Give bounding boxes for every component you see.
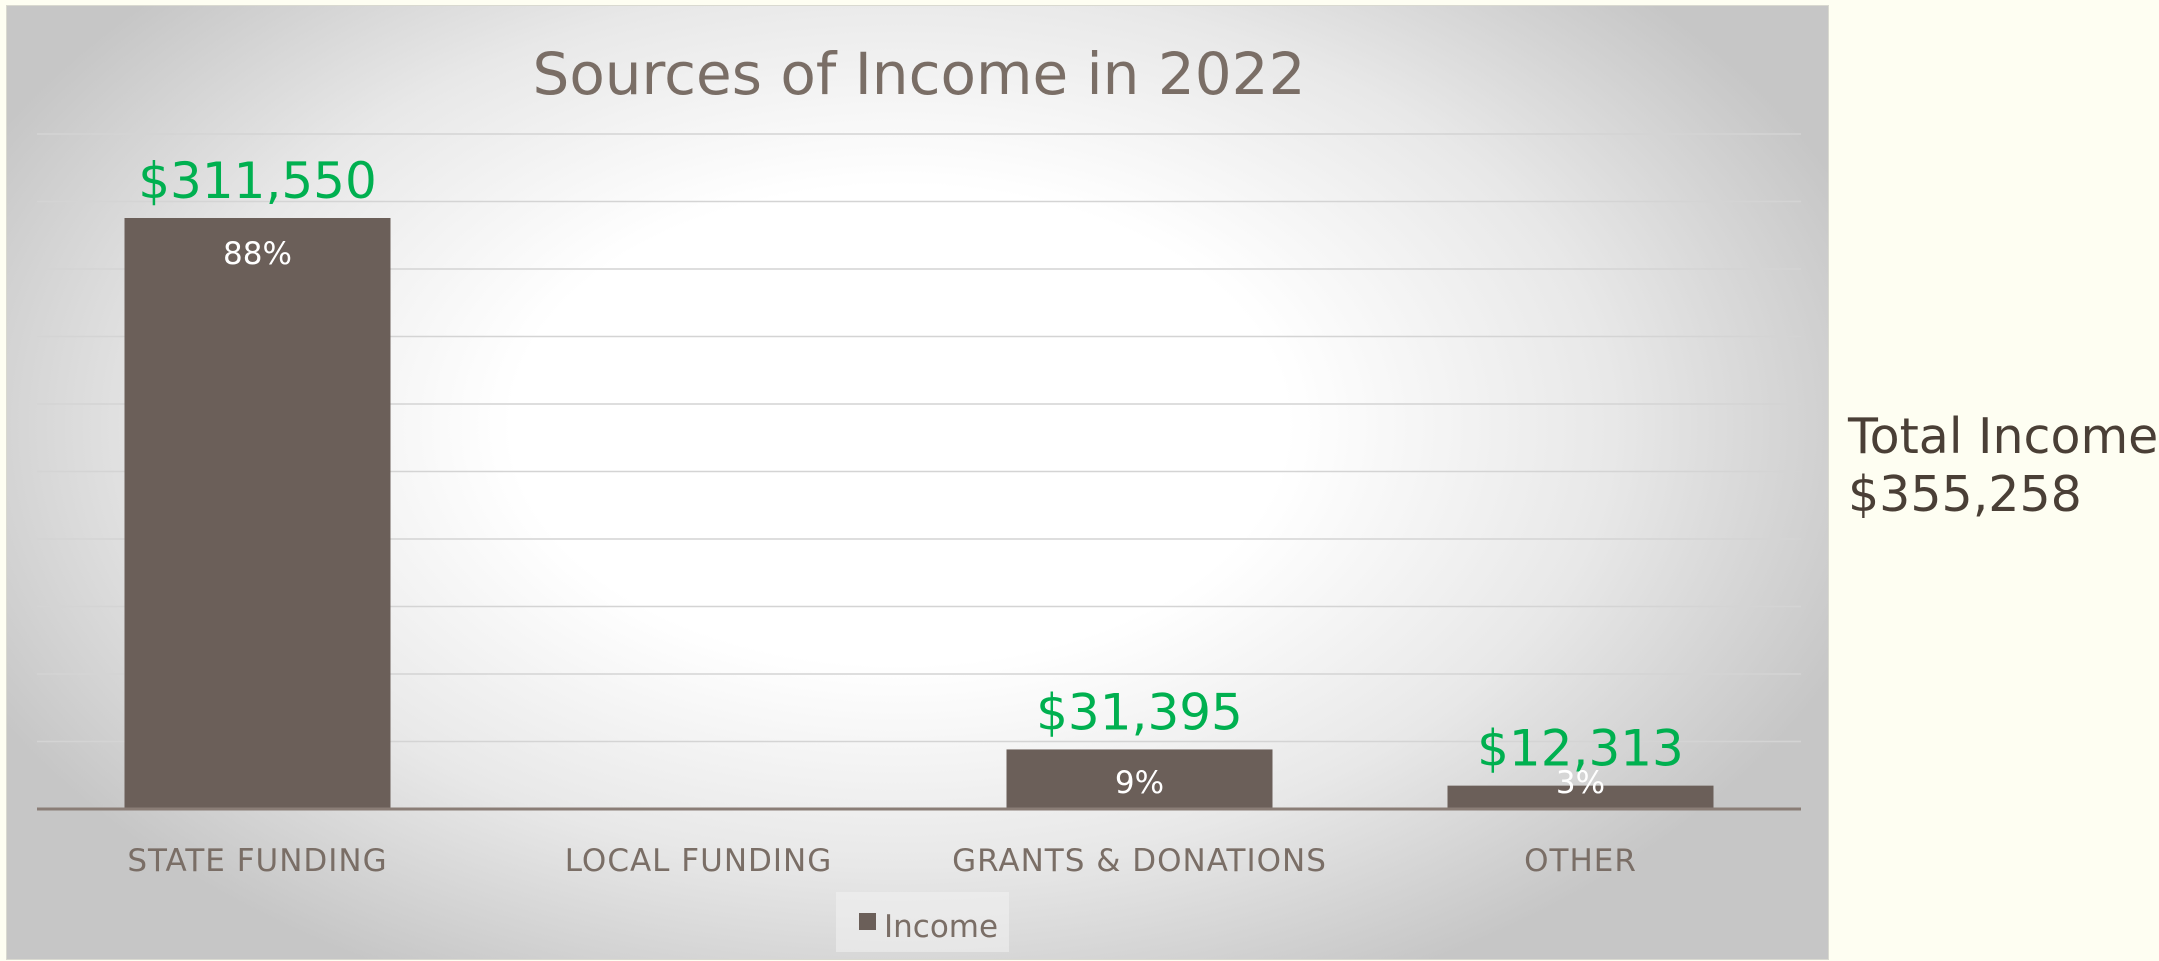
category-label: STATE FUNDING [127, 843, 387, 879]
percent-label: 9% [1115, 765, 1164, 801]
value-label: $311,550 [138, 152, 377, 210]
category-label: OTHER [1524, 843, 1637, 879]
bar-1 [124, 218, 391, 809]
percent-label: 3% [1556, 765, 1605, 801]
total-income-box: Total Income $355,258 [1848, 408, 2158, 524]
labels: STATE FUNDING $311,550 88% LOCAL FUNDING GRA… [127, 152, 1684, 879]
value-label: $31,395 [1036, 683, 1243, 741]
value-label: $12,313 [1477, 720, 1684, 778]
bar-4 [1447, 785, 1714, 809]
bar-3 [1006, 749, 1273, 809]
total-income-label: Total Income [1848, 408, 2159, 465]
legend-label-income: Income [884, 909, 998, 945]
legend-swatch [859, 913, 876, 930]
chart-panel: Sources of Income in 2022 STATE FUNDING $… [6, 5, 1829, 960]
category-label: LOCAL FUNDING [565, 843, 832, 879]
total-income-value: $355,258 [1848, 466, 2082, 523]
bars [124, 218, 1714, 809]
chart-svg: Sources of Income in 2022 STATE FUNDING $… [37, 40, 1801, 952]
chart-title: Sources of Income in 2022 [533, 40, 1306, 108]
percent-label: 88% [223, 236, 292, 272]
legend: Income [836, 892, 1009, 952]
category-label: GRANTS & DONATIONS [952, 843, 1327, 879]
